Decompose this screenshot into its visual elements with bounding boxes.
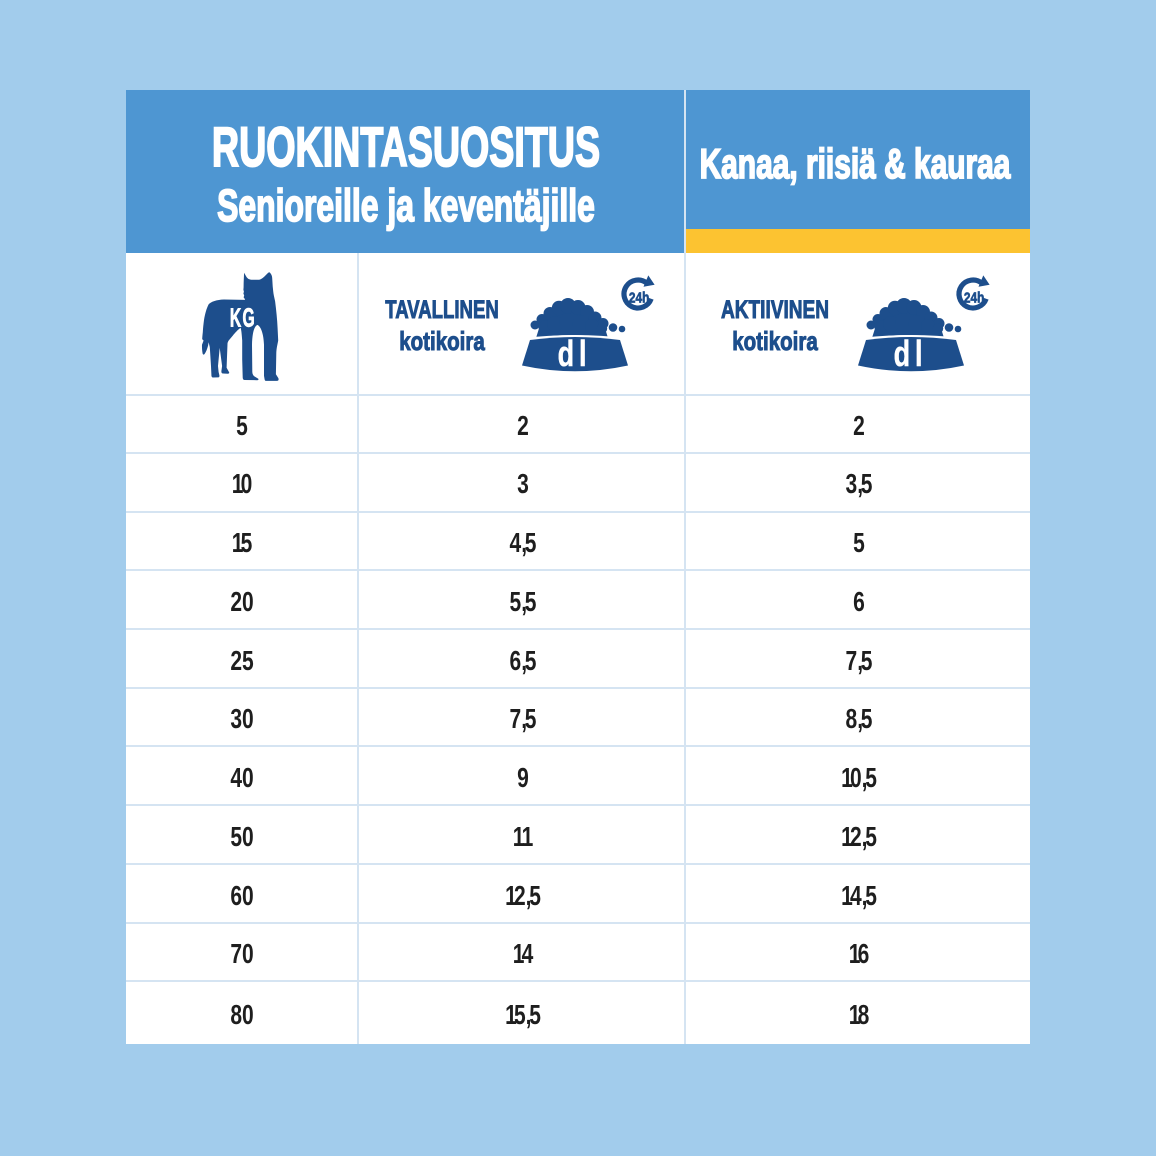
- svg-text:KG: KG: [230, 304, 256, 333]
- svg-text:dl: dl: [558, 333, 592, 372]
- svg-text:24h: 24h: [963, 289, 983, 306]
- svg-text:dl: dl: [894, 333, 928, 372]
- svg-text:24h: 24h: [628, 289, 648, 306]
